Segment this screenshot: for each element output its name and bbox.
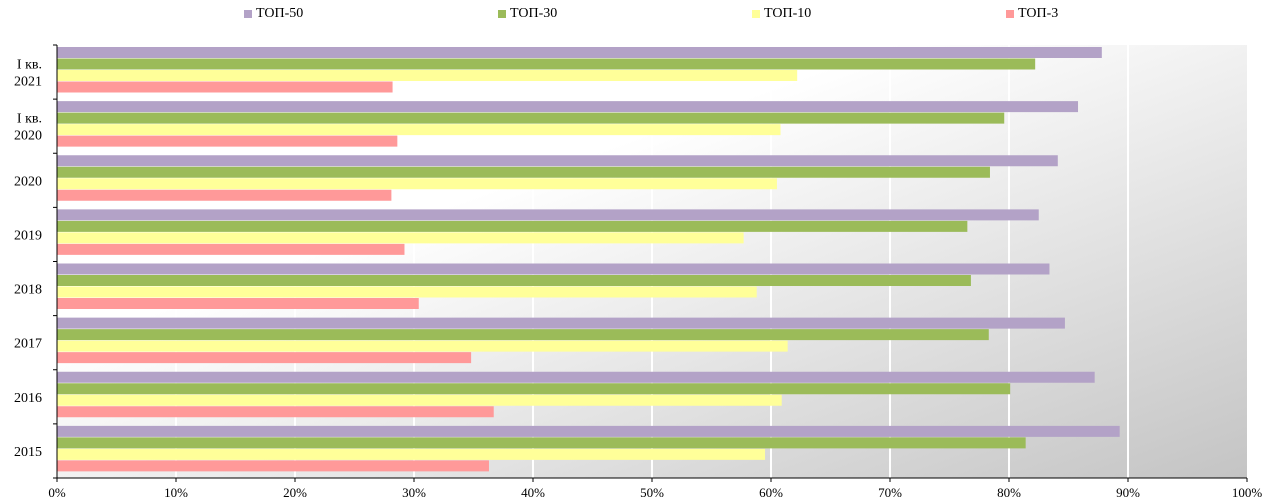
bar-топ-10-2015	[57, 448, 766, 460]
bar-топ-50-і-кв-2021	[57, 47, 1102, 58]
x-tick-labels: 0% 10% 20% 30% 40% 50% 60% 70% 80% 90% 100%	[48, 485, 1262, 500]
legend-item-топ-50: ТОП-50	[244, 6, 303, 22]
bar-топ-3-2019	[57, 243, 405, 255]
bar-series	[57, 47, 1120, 472]
bar-топ-30-і-кв-2021	[57, 58, 1036, 70]
bar-топ-50-2018	[57, 263, 1050, 275]
category-label: 2020	[14, 129, 42, 144]
bar-топ-10-і-кв-2021	[57, 70, 798, 81]
legend-label: ТОП-3	[1018, 6, 1059, 21]
x-tick-label: 30%	[402, 485, 426, 500]
bar-топ-30-2020	[57, 166, 990, 178]
x-tick-label: 70%	[878, 485, 902, 500]
category-label: 2017	[14, 337, 42, 352]
x-tick-label: 60%	[759, 485, 783, 500]
bar-топ-10-2018	[57, 286, 757, 298]
bar-топ-3-і-кв-2021	[57, 81, 393, 93]
legend-swatch	[244, 10, 252, 18]
category-label: 2015	[14, 445, 42, 460]
x-tick-label: 50%	[640, 485, 664, 500]
bar-топ-10-2020	[57, 178, 777, 190]
bar-топ-3-2020	[57, 189, 392, 201]
bar-топ-10-2019	[57, 232, 744, 244]
legend-item-топ-3: ТОП-3	[1006, 6, 1058, 22]
bar-топ-30-2019	[57, 220, 968, 232]
bar-топ-50-2020	[57, 155, 1058, 167]
category-label: І кв.	[17, 112, 42, 127]
bar-топ-3-2017	[57, 352, 472, 364]
category-label: 2018	[14, 283, 42, 298]
bar-топ-3-2018	[57, 298, 419, 309]
category-label: 2019	[14, 228, 42, 243]
bar-топ-50-2019	[57, 209, 1039, 221]
x-tick-label: 80%	[997, 485, 1021, 500]
bar-топ-3-2015	[57, 460, 489, 472]
x-tick-label: 40%	[521, 485, 545, 500]
chart-legend: ТОП-50 ТОП-30 ТОП-10 ТОП-3	[0, 6, 1265, 26]
legend-label: ТОП-10	[764, 6, 812, 21]
bar-топ-30-2015	[57, 437, 1026, 449]
legend-item-топ-10: ТОП-10	[752, 6, 811, 22]
bar-топ-30-2018	[57, 275, 971, 286]
axes	[53, 44, 1248, 482]
x-tick-label: 10%	[164, 485, 188, 500]
legend-swatch	[1006, 10, 1014, 18]
bar-топ-3-2016	[57, 406, 494, 418]
bar-топ-10-2017	[57, 340, 788, 352]
bar-топ-30-2017	[57, 329, 989, 341]
legend-swatch	[752, 10, 760, 18]
bar-топ-30-2016	[57, 383, 1011, 395]
bar-топ-50-2017	[57, 317, 1065, 329]
legend-label: ТОП-50	[256, 6, 304, 21]
bar-топ-50-2015	[57, 425, 1120, 437]
x-tick-label: 20%	[283, 485, 307, 500]
legend-label: ТОП-30	[510, 6, 558, 21]
category-label: 2020	[14, 174, 42, 189]
bar-топ-10-2016	[57, 394, 782, 406]
x-tick-label: 0%	[48, 485, 66, 500]
bar-топ-30-і-кв-2020	[57, 112, 1005, 124]
category-labels: І кв. 2021 І кв. 2020 2020 2019 2018 2017 2016 20…	[14, 58, 42, 460]
x-tick-label: 100%	[1232, 485, 1263, 500]
bar-топ-3-і-кв-2020	[57, 135, 398, 147]
x-tick-label: 90%	[1116, 485, 1140, 500]
category-label: 2016	[14, 391, 42, 406]
category-label: І кв.	[17, 58, 42, 73]
legend-item-топ-30: ТОП-30	[498, 6, 557, 22]
bar-топ-50-і-кв-2020	[57, 101, 1079, 113]
bar-топ-10-і-кв-2020	[57, 124, 781, 136]
category-label: 2021	[14, 75, 42, 90]
bar-топ-50-2016	[57, 371, 1095, 383]
legend-swatch	[498, 10, 506, 18]
